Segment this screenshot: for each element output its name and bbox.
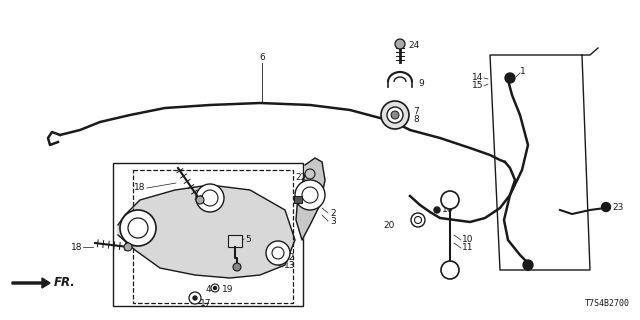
Text: 13: 13 (284, 261, 296, 270)
Bar (113, 163, 303, 306)
Circle shape (196, 196, 204, 204)
Circle shape (602, 203, 611, 212)
Text: 2: 2 (330, 209, 335, 218)
Text: 8: 8 (413, 116, 419, 124)
Text: 21: 21 (305, 196, 316, 204)
Circle shape (272, 247, 284, 259)
Text: 14: 14 (472, 74, 483, 83)
Text: 7: 7 (413, 108, 419, 116)
Circle shape (196, 184, 224, 212)
Polygon shape (12, 278, 50, 288)
Text: 10: 10 (462, 236, 474, 244)
Circle shape (233, 263, 241, 271)
Text: 12: 12 (284, 253, 296, 262)
Text: 18: 18 (70, 243, 82, 252)
Text: 23: 23 (612, 203, 623, 212)
Bar (133, 170, 293, 303)
Circle shape (193, 296, 197, 300)
Circle shape (441, 191, 459, 209)
Circle shape (305, 169, 315, 179)
Circle shape (214, 286, 216, 290)
Bar (228, 235, 242, 247)
Circle shape (434, 207, 440, 213)
Circle shape (128, 218, 148, 238)
Text: 1: 1 (520, 68, 525, 76)
Text: T7S4B2700: T7S4B2700 (585, 299, 630, 308)
Text: 15: 15 (472, 82, 483, 91)
Text: 20: 20 (383, 221, 395, 230)
Circle shape (415, 217, 422, 223)
Text: 4: 4 (205, 285, 211, 294)
Text: 5: 5 (245, 235, 251, 244)
Text: 9: 9 (418, 78, 424, 87)
Circle shape (381, 101, 409, 129)
Text: 17: 17 (200, 300, 211, 308)
Text: 16: 16 (442, 205, 454, 214)
Circle shape (523, 260, 533, 270)
Text: 24: 24 (408, 42, 419, 51)
Text: 3: 3 (330, 217, 336, 226)
Polygon shape (118, 185, 295, 278)
Polygon shape (296, 158, 325, 240)
Text: 11: 11 (462, 244, 474, 252)
Circle shape (505, 73, 515, 83)
Circle shape (302, 187, 318, 203)
Text: 22: 22 (296, 173, 307, 182)
Circle shape (124, 243, 132, 251)
Text: 19: 19 (222, 285, 234, 294)
Circle shape (202, 190, 218, 206)
Circle shape (266, 241, 290, 265)
Circle shape (387, 107, 403, 123)
Text: 6: 6 (259, 53, 265, 62)
Bar (294, 196, 302, 203)
Circle shape (211, 284, 219, 292)
Text: FR.: FR. (54, 276, 76, 290)
Circle shape (395, 39, 405, 49)
Circle shape (441, 261, 459, 279)
Circle shape (391, 111, 399, 119)
Circle shape (120, 210, 156, 246)
Circle shape (189, 292, 201, 304)
Text: 18: 18 (134, 183, 145, 193)
Circle shape (411, 213, 425, 227)
Circle shape (295, 180, 325, 210)
